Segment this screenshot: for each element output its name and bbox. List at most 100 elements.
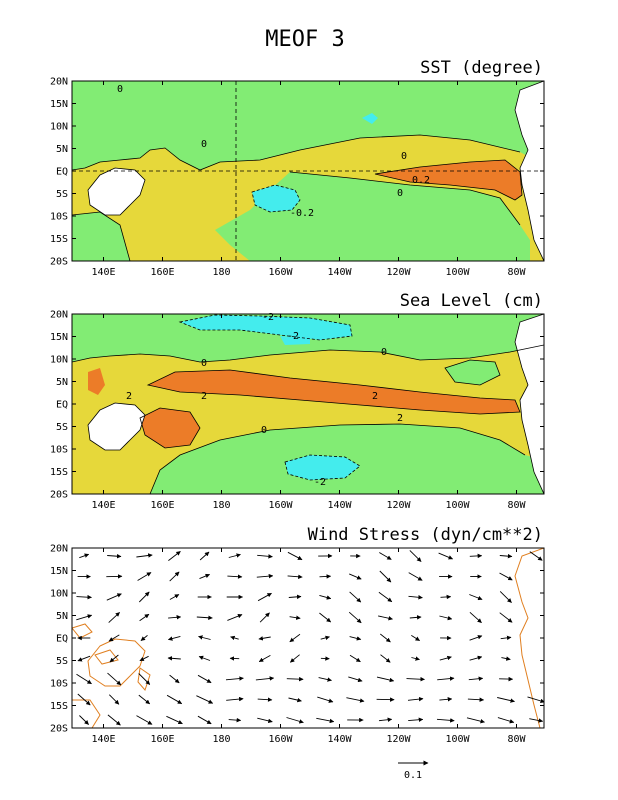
sst-label: 0 xyxy=(117,84,123,95)
sst-label: 0.2 xyxy=(412,175,430,186)
wind-vector xyxy=(320,635,330,641)
wind-vector xyxy=(108,612,120,623)
wind-vector xyxy=(349,636,362,641)
sst-panel: SST (degree) xyxy=(71,58,545,262)
sea-level-contour-labels: -2 -2 0 0 0 2 2 2 2 -2 xyxy=(126,312,403,488)
lat-tick-label: 15N xyxy=(50,332,68,343)
wind-vector xyxy=(259,612,270,623)
wind-vector xyxy=(319,612,332,623)
wind-vector xyxy=(527,696,544,704)
wind-vector xyxy=(349,654,361,663)
lat-tick-label: 15S xyxy=(50,467,68,478)
wind-vector xyxy=(319,594,332,600)
wind-vector xyxy=(501,656,511,661)
wind-vector xyxy=(497,717,515,724)
figure-title: MEOF 3 xyxy=(265,27,344,52)
wind-vector xyxy=(79,715,89,725)
wind-vector xyxy=(257,697,273,702)
lon-tick-label: 80W xyxy=(507,267,526,278)
wind-vector xyxy=(258,636,271,641)
wind-vector xyxy=(408,717,424,722)
wind-vector xyxy=(196,695,214,704)
sst-contour-labels: 0 0 0 0 0.2 -0.2 xyxy=(117,84,430,219)
wind-vector xyxy=(288,594,302,600)
wind-vector xyxy=(316,717,335,724)
wind-vector xyxy=(499,612,513,623)
wind-vector xyxy=(379,570,392,583)
wind-vector xyxy=(196,615,213,620)
lon-tick-label: 180 xyxy=(212,734,230,745)
wind-vector xyxy=(289,654,300,663)
wind-vector xyxy=(77,655,91,662)
lon-tick-label: 100W xyxy=(445,500,470,511)
wind-vector xyxy=(168,615,182,620)
wind-vector xyxy=(440,594,452,600)
wind-vector xyxy=(286,676,304,682)
wind-vector xyxy=(197,674,212,684)
wind-vector xyxy=(348,676,363,683)
wind-vector xyxy=(469,655,483,661)
wind-vector xyxy=(436,718,455,723)
sst-strong-positive xyxy=(375,160,522,200)
sea-level-label: 2 xyxy=(397,413,403,424)
sst-label: 0 xyxy=(201,139,207,150)
sea-level-strong-positive xyxy=(148,370,520,414)
lat-tick-label: 20N xyxy=(50,77,68,88)
lat-tick-label: 5N xyxy=(56,611,68,622)
reference-vector: 0.1 xyxy=(398,760,429,781)
wind-coastlines xyxy=(72,548,544,728)
wind-vector xyxy=(467,697,485,702)
lon-tick-label: 80W xyxy=(507,500,526,511)
wind-vector xyxy=(319,574,332,579)
lat-tick-label: 20N xyxy=(50,544,68,555)
wind-vector xyxy=(349,573,362,580)
wind-vector xyxy=(466,717,485,724)
sea-level-label: 0 xyxy=(261,425,267,436)
lat-tick-label: 15S xyxy=(50,701,68,712)
wind-vector xyxy=(499,553,513,559)
wind-vector xyxy=(411,635,420,641)
lat-tick-label: 10N xyxy=(50,589,68,600)
wind-vector xyxy=(469,635,483,641)
wind-vector xyxy=(76,594,92,600)
wind-vector xyxy=(499,591,512,603)
wind-vector xyxy=(139,655,149,662)
wind-vector xyxy=(255,676,275,681)
lat-tick-label: EQ xyxy=(56,634,68,645)
wind-vector xyxy=(317,696,334,703)
lon-tick-label: 160E xyxy=(150,267,174,278)
wind-vector xyxy=(256,573,274,579)
wind-vector xyxy=(469,611,482,624)
wind-vector xyxy=(257,554,273,559)
wind-vector xyxy=(79,553,90,559)
wind-vector xyxy=(77,693,91,706)
wind-vector xyxy=(166,715,183,725)
lon-tick-label: 180 xyxy=(212,267,230,278)
wind-vector xyxy=(500,635,512,641)
wind-vector xyxy=(379,552,392,560)
wind-vector xyxy=(138,694,151,705)
sst-strong-negative xyxy=(252,185,300,212)
lat-tick-label: 15N xyxy=(50,99,68,110)
wind-vector xyxy=(439,697,453,702)
wind-vector xyxy=(107,672,122,686)
lat-tick-label: 5N xyxy=(56,377,68,388)
wind-vector xyxy=(380,654,391,663)
wind-vector xyxy=(198,655,211,661)
sea-level-panel-title: Sea Level (cm) xyxy=(400,291,543,311)
lon-tick-label: 160W xyxy=(268,267,293,278)
wind-vector xyxy=(169,594,180,600)
sea-level-strong-negative-south xyxy=(285,455,360,480)
lat-tick-label: 5S xyxy=(56,189,68,200)
wind-vector xyxy=(226,696,244,702)
wind-vector xyxy=(138,673,151,685)
wind-vector xyxy=(378,615,393,621)
sst-panel-title: SST (degree) xyxy=(420,58,543,78)
sea-level-land-americas xyxy=(514,314,544,494)
wind-vector xyxy=(139,613,150,622)
sst-label: -0.2 xyxy=(290,208,314,219)
wind-vector xyxy=(138,591,150,603)
wind-vector xyxy=(167,656,181,661)
lat-tick-label: 15N xyxy=(50,566,68,577)
